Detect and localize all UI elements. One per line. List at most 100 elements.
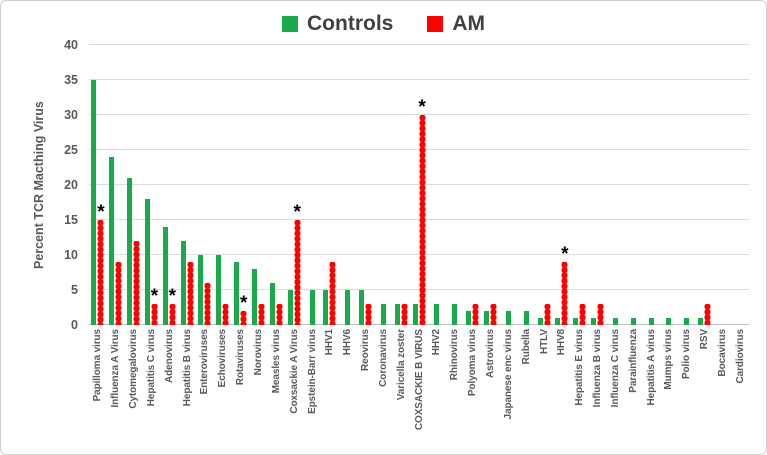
bar-am — [133, 241, 141, 325]
category-group — [606, 45, 624, 325]
x-axis-label-cell: Hepatitis A virus — [642, 329, 660, 453]
x-axis-label-cell: Cytomegalovirus — [125, 329, 143, 453]
bar-controls — [412, 304, 418, 325]
x-axis-label-cell: Influenza A Virus — [107, 329, 125, 453]
x-axis-label-cell: Parainfluenza — [624, 329, 642, 453]
category-group — [214, 45, 232, 325]
category-group — [696, 45, 714, 325]
y-axis-tick: 10 — [64, 248, 78, 262]
x-axis-label: Rotaviruses — [235, 329, 247, 386]
x-axis-label: Japanese enc virus — [502, 329, 514, 420]
category-group — [267, 45, 285, 325]
significance-asterisk: * — [293, 202, 301, 223]
bar-controls — [91, 80, 97, 325]
x-axis-label-cell: Coronavirus — [375, 329, 393, 453]
y-axis-tick: 35 — [64, 73, 78, 87]
category-group: * — [232, 45, 250, 325]
bar-am — [597, 304, 605, 325]
x-axis-label: Adenovirus — [163, 329, 175, 384]
category-group — [428, 45, 446, 325]
legend-label-am: AM — [452, 12, 485, 35]
x-axis-label-cell: Influenza C virus — [606, 329, 624, 453]
bar-controls — [666, 318, 672, 325]
bar-controls — [505, 311, 511, 325]
bar-am: * — [294, 203, 301, 325]
x-axis-label-cell: Influenza B virus — [589, 329, 607, 453]
category-group — [517, 45, 535, 325]
x-axis-label-cell: RSV — [696, 329, 714, 453]
category-group — [714, 45, 732, 325]
x-axis-label-cell: Rhinovirus — [446, 329, 464, 453]
x-axis-label-cell: Polio virus — [678, 329, 696, 453]
bar-am — [115, 262, 123, 325]
category-group: * — [410, 45, 428, 325]
bar-controls — [537, 318, 543, 325]
bar-controls — [380, 304, 386, 325]
bar-am — [204, 283, 212, 325]
bar-controls — [309, 290, 315, 325]
bar-am — [472, 304, 480, 325]
x-axis-label-cell: HHV2 — [428, 329, 446, 453]
category-group — [642, 45, 660, 325]
x-axis-label-cell: Coxsackie A Virus — [285, 329, 303, 453]
y-axis-tick: 25 — [64, 143, 78, 157]
bar-controls — [216, 255, 222, 325]
category-group — [196, 45, 214, 325]
x-axis-label-cell: Bocavirus — [714, 329, 732, 453]
bar-am — [258, 304, 266, 325]
x-axis-label: Bocavirus — [716, 329, 728, 377]
category-group — [731, 45, 749, 325]
bar-controls — [555, 318, 561, 325]
category-group — [107, 45, 125, 325]
bar-controls — [144, 199, 150, 325]
x-axis-label: Influenza C virus — [609, 329, 621, 408]
category-group: * — [160, 45, 178, 325]
x-axis-label: Varicella zoster — [395, 329, 407, 401]
category-group — [571, 45, 589, 325]
x-axis-label-cell: Reovirus — [357, 329, 375, 453]
x-axis-label: Coronavirus — [377, 329, 389, 387]
bar-am: * — [418, 98, 426, 325]
significance-asterisk: * — [97, 202, 105, 223]
bar-am — [222, 304, 230, 325]
gridline — [89, 79, 749, 80]
x-axis-label: RSV — [699, 329, 711, 350]
legend-item-am: AM — [427, 12, 485, 36]
x-axis-label: HHV6 — [342, 329, 354, 356]
bar-controls — [648, 318, 654, 325]
x-axis-label: Epstein-Barr virus — [306, 329, 318, 414]
category-group: * — [285, 45, 303, 325]
category-group — [499, 45, 517, 325]
legend-label-controls: Controls — [307, 12, 394, 35]
y-axis-tick: 40 — [64, 38, 78, 52]
bar-am — [489, 304, 497, 325]
category-group — [482, 45, 500, 325]
bar-controls — [394, 304, 400, 325]
significance-asterisk: * — [561, 244, 569, 265]
bar-am: * — [151, 287, 158, 325]
x-axis-label-cell: Rotaviruses — [232, 329, 250, 453]
y-axis-tick: 0 — [71, 318, 78, 332]
bar-controls — [252, 269, 258, 325]
x-axis-label: HHV1 — [324, 329, 336, 356]
bar-controls — [127, 178, 133, 325]
category-group — [392, 45, 410, 325]
category-group — [464, 45, 482, 325]
bar-controls — [591, 318, 597, 325]
bar-controls — [198, 255, 204, 325]
bar-am: * — [97, 203, 105, 325]
bar-controls — [452, 304, 458, 325]
x-axis-label: Cardiovirus — [734, 329, 746, 384]
x-axis-label: Hepatitis C virus — [145, 329, 157, 407]
gridline — [89, 114, 749, 115]
x-axis-labels: Papilloma virus Influenza A Virus Cytomega… — [89, 329, 749, 453]
legend: Controls AM — [1, 12, 766, 36]
x-axis-label-cell: Hepatitis E virus — [571, 329, 589, 453]
bar-controls — [269, 283, 275, 325]
bar-controls — [359, 290, 365, 325]
x-axis-label: Enteroviruses — [199, 329, 211, 395]
category-group — [303, 45, 321, 325]
x-axis-label: Cytomegalovirus — [128, 329, 140, 409]
category-group: * — [89, 45, 107, 325]
bar-am — [186, 262, 194, 325]
